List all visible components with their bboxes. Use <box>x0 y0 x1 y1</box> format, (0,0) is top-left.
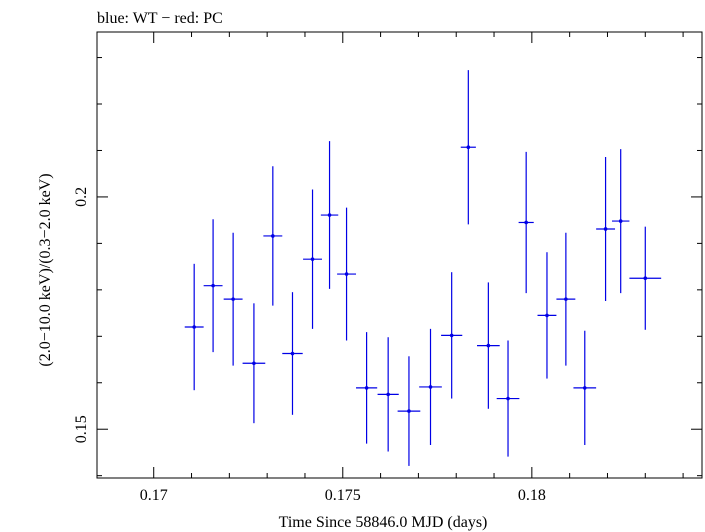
data-point <box>303 189 322 329</box>
data-point <box>477 282 500 409</box>
data-point <box>282 292 303 415</box>
point-marker <box>192 325 196 329</box>
data-point <box>263 166 283 306</box>
data-points <box>184 70 662 466</box>
point-marker <box>344 272 349 276</box>
point-marker <box>643 276 648 281</box>
y-tick-label: 0.15 <box>73 415 90 443</box>
point-marker <box>449 333 454 338</box>
point-marker <box>211 283 215 288</box>
point-marker <box>524 220 528 225</box>
x-tick-label: 0.175 <box>325 487 361 504</box>
point-marker <box>545 313 549 318</box>
x-tick-label: 0.18 <box>518 487 546 504</box>
point-marker <box>252 361 256 366</box>
data-point <box>441 272 463 399</box>
plot-frame <box>96 31 703 479</box>
y-axis-label: (2.0−10.0 keV)/(0.3−2.0 keV) <box>37 173 54 366</box>
data-point <box>496 340 520 457</box>
y-tick-label: 0.2 <box>73 187 90 207</box>
data-point <box>573 330 597 446</box>
data-point <box>612 149 630 294</box>
data-point <box>377 337 399 452</box>
point-marker <box>428 385 433 389</box>
data-point <box>184 263 204 391</box>
point-marker <box>582 386 587 390</box>
data-point <box>629 226 662 330</box>
point-marker <box>271 234 275 238</box>
point-marker <box>327 213 332 217</box>
data-point <box>596 156 616 301</box>
data-point <box>356 332 378 444</box>
point-marker <box>618 219 623 223</box>
x-tick-label: 0.17 <box>140 487 168 504</box>
data-point <box>223 232 243 366</box>
data-point <box>518 151 534 294</box>
data-point <box>242 303 266 424</box>
data-point <box>397 356 421 466</box>
chart-title: blue: WT − red: PC <box>97 10 223 27</box>
point-marker <box>603 227 608 231</box>
point-marker <box>231 297 235 301</box>
point-marker <box>466 145 471 150</box>
x-axis-label: Time Since 58846.0 MJD (days) <box>279 514 488 531</box>
point-marker <box>486 343 491 348</box>
axis-tick-labels: 0.17 0.175 0.18 0.15 0.2 <box>73 187 546 504</box>
data-point <box>419 328 442 446</box>
point-marker <box>364 386 369 390</box>
data-point <box>556 232 576 366</box>
point-marker <box>310 257 315 261</box>
point-marker <box>407 409 411 413</box>
point-marker <box>290 351 295 356</box>
data-point <box>337 207 357 341</box>
point-marker <box>564 297 568 301</box>
data-point <box>537 252 557 379</box>
point-marker <box>386 392 390 397</box>
data-point <box>320 141 339 289</box>
axis-ticks <box>97 32 702 478</box>
data-point <box>460 70 476 225</box>
data-point <box>203 219 223 353</box>
point-marker <box>506 396 510 401</box>
